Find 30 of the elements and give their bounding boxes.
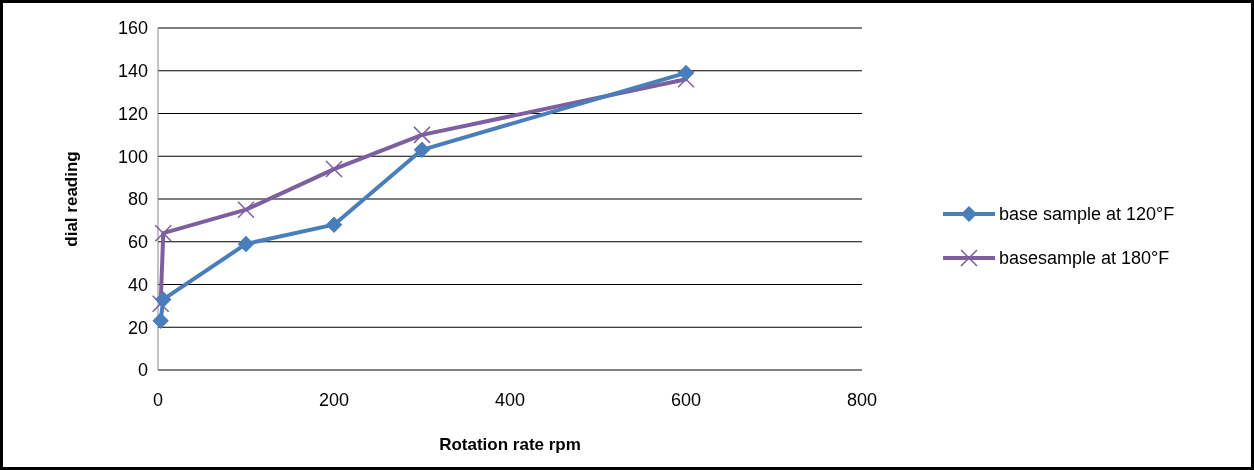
y-tick-label: 80: [127, 189, 148, 210]
y-tick-label: 140: [117, 61, 148, 82]
point: [414, 141, 430, 158]
point: [154, 224, 173, 242]
point: [678, 64, 694, 81]
x-tick-label: 400: [494, 390, 526, 410]
point: [237, 200, 255, 219]
y-tick-label: 160: [117, 18, 148, 39]
y-tick-label: 60: [127, 232, 148, 253]
point: [325, 160, 343, 178]
x-tick-label: 800: [846, 390, 878, 410]
x-axis-title: Rotation rate rpm: [439, 435, 581, 454]
y-tick-label: 100: [117, 146, 148, 167]
point: [155, 291, 172, 308]
x-tick-label: 0: [152, 390, 164, 410]
point: [152, 312, 169, 329]
point: [677, 70, 695, 89]
point: [238, 235, 254, 252]
x-tick-label: 600: [670, 390, 702, 410]
legend-label: basesample at 180°F: [999, 248, 1170, 269]
point: [326, 216, 342, 233]
point: [413, 126, 431, 144]
y-tick-label: 0: [137, 360, 148, 381]
x-tick-label: 200: [318, 390, 350, 410]
y-axis-title: dial reading: [62, 151, 81, 247]
y-tick-label: 40: [127, 274, 148, 295]
legend-label: base sample at 120°F: [999, 204, 1175, 225]
y-tick-label: 20: [127, 317, 148, 338]
point: [151, 294, 170, 313]
y-tick-label: 120: [117, 103, 148, 124]
